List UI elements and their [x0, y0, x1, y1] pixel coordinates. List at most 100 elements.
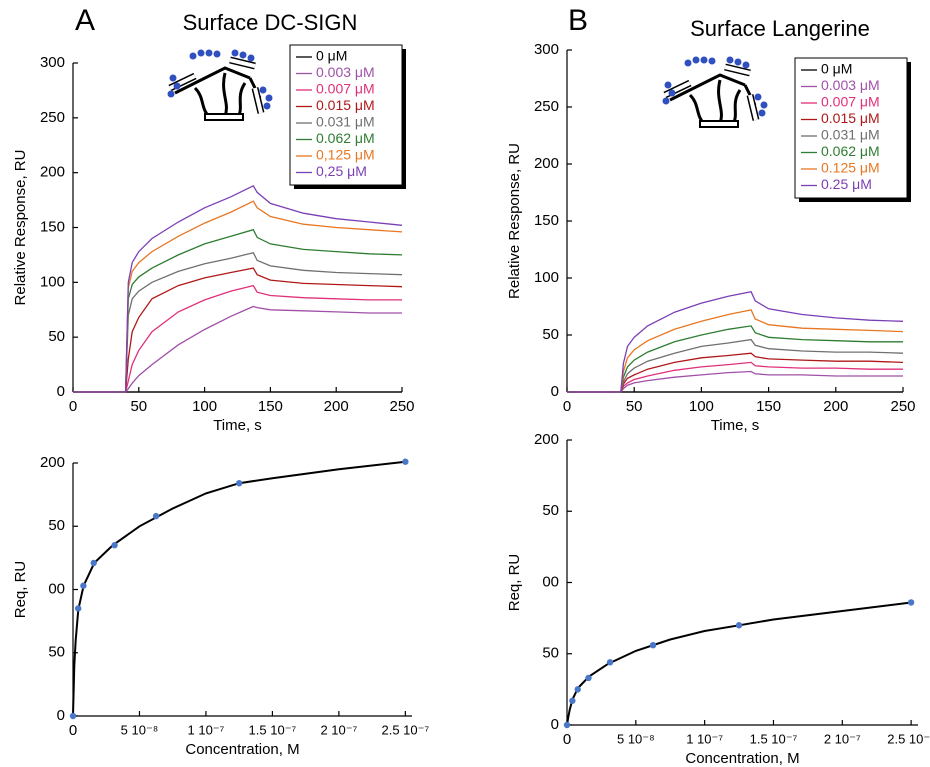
- x-axis-label: Time, s: [213, 417, 262, 434]
- x-tick-label: 50: [626, 398, 643, 415]
- legend-label: 0.031 μM: [821, 127, 880, 143]
- y-axis-label: Req, RU: [12, 561, 29, 619]
- y-tick-label: 50: [48, 517, 65, 534]
- legend-box: [794, 57, 908, 199]
- data-point: [111, 542, 118, 549]
- data-point: [574, 686, 581, 693]
- series-line: [567, 338, 904, 393]
- x-tick-label: 2 10⁻⁷: [320, 722, 357, 737]
- y-tick-label: 50: [542, 645, 559, 662]
- series-line: [73, 305, 402, 393]
- y-tick-label: 0: [57, 707, 65, 724]
- x-tick-label: 0: [69, 398, 77, 415]
- x-tick-label: 0: [563, 731, 571, 748]
- y-tick-label: 300: [534, 41, 559, 58]
- y-tick-label: 50: [542, 502, 559, 519]
- x-tick-label: 2.5 10⁻⁷: [887, 731, 930, 746]
- legend-label: 0.003 μM: [316, 64, 375, 80]
- data-point: [649, 642, 657, 649]
- x-tick-label: 100: [192, 398, 217, 415]
- series-line: [73, 200, 403, 393]
- y-tick-label: 00: [542, 573, 559, 590]
- data-point: [569, 697, 576, 704]
- y-tick-label: 100: [534, 269, 559, 286]
- legend-label: 0 μM: [316, 48, 347, 64]
- series-line: [567, 325, 903, 393]
- y-tick-label: 200: [534, 431, 559, 448]
- legend-label: 0.125 μM: [821, 160, 880, 176]
- data-point: [74, 605, 82, 612]
- y-tick-label: 300: [40, 54, 65, 71]
- legend-label: 0.25 μM: [821, 176, 872, 192]
- legend-label: 0.062 μM: [316, 130, 375, 146]
- y-tick-label: 0: [551, 716, 559, 733]
- y-tick-label: 250: [40, 109, 65, 126]
- y-tick-label: 200: [534, 155, 559, 172]
- legend-box: [289, 44, 403, 186]
- legend-label: 0 μM: [821, 61, 852, 77]
- x-tick-label: 1.5 10⁻⁷: [249, 722, 297, 737]
- y-tick-label: 200: [40, 164, 65, 181]
- x-tick-label: 100: [689, 398, 714, 415]
- x-tick-label: 50: [130, 398, 147, 415]
- x-tick-label: 0: [563, 398, 571, 415]
- data-point: [152, 512, 160, 520]
- x-tick-label: 150: [258, 398, 283, 415]
- x-tick-label: 200: [823, 398, 848, 415]
- panel-label: A: [75, 4, 95, 37]
- x-axis-label: Concentration, M: [685, 750, 799, 767]
- y-tick-label: 50: [48, 328, 65, 345]
- data-point: [563, 721, 571, 729]
- legend-label: 0.007 μM: [821, 94, 880, 110]
- fit-curve: [566, 601, 912, 726]
- molecule-icon: [167, 49, 273, 121]
- series-line: [567, 290, 904, 393]
- y-tick-label: 00: [48, 580, 65, 597]
- fit-curve: [72, 460, 406, 717]
- y-tick-label: 50: [542, 326, 559, 343]
- y-tick-label: 150: [534, 212, 559, 229]
- data-point: [69, 712, 77, 720]
- molecule-icon: [662, 56, 768, 128]
- data-point: [80, 582, 87, 589]
- panel-label: B: [568, 4, 588, 37]
- data-point: [235, 480, 243, 487]
- series-line: [567, 361, 903, 393]
- chart-title: Surface Langerine: [690, 16, 870, 41]
- y-axis-label: Relative Response, RU: [506, 143, 523, 299]
- x-tick-label: 1 10⁻⁷: [188, 722, 225, 737]
- x-tick-label: 250: [890, 398, 915, 415]
- series-line: [567, 370, 903, 393]
- data-point: [90, 559, 97, 567]
- y-tick-label: 50: [48, 644, 65, 661]
- x-axis-label: Concentration, M: [185, 741, 299, 758]
- legend-label: 0,25 μM: [316, 163, 367, 179]
- x-axis-label: Time, s: [711, 417, 760, 434]
- x-tick-label: 1 10⁻⁷: [686, 731, 723, 746]
- legend-label: 0,125 μM: [316, 147, 375, 163]
- x-tick-label: 2.5 10⁻⁷: [381, 722, 429, 737]
- data-point: [735, 622, 743, 629]
- y-tick-label: 200: [40, 454, 65, 471]
- data-point: [585, 674, 592, 682]
- series-line: [73, 251, 403, 393]
- x-tick-label: 0: [69, 722, 77, 739]
- legend-label: 0.015 μM: [316, 97, 375, 113]
- data-point: [606, 659, 614, 666]
- x-tick-label: 1.5 10⁻⁷: [750, 731, 798, 746]
- x-tick-label: 5 10⁻⁸: [617, 731, 655, 746]
- series-line: [73, 284, 402, 393]
- y-axis-label: Relative Response, RU: [12, 150, 29, 306]
- y-tick-label: 150: [40, 218, 65, 235]
- y-tick-label: 0: [551, 383, 559, 400]
- x-tick-label: 2 10⁻⁷: [824, 731, 861, 746]
- legend-label: 0.007 μM: [316, 81, 375, 97]
- chart-title: Surface DC-SIGN: [183, 10, 358, 35]
- data-point: [907, 599, 915, 606]
- y-tick-label: 100: [40, 273, 65, 290]
- legend-label: 0.062 μM: [821, 143, 880, 159]
- y-tick-label: 0: [57, 383, 65, 400]
- x-tick-label: 250: [389, 398, 414, 415]
- x-tick-label: 150: [756, 398, 781, 415]
